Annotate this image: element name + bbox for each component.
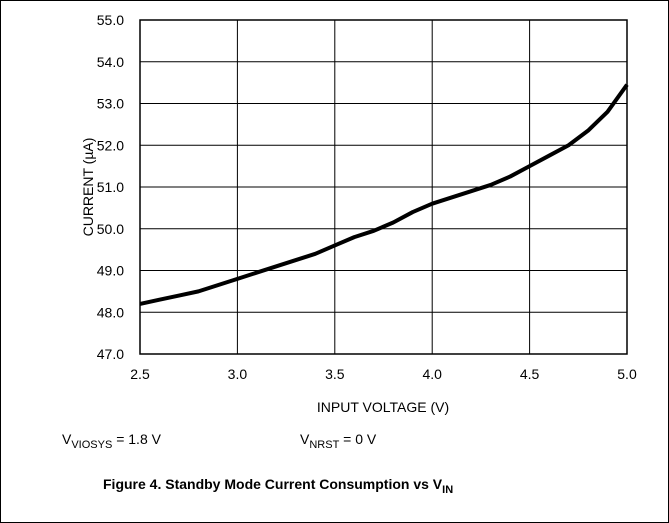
annotation: VNRST = 0 V (300, 431, 377, 451)
y-tick-label: 51.0 (97, 179, 124, 195)
plot-border (139, 19, 628, 355)
y-tick-label: 52.0 (97, 137, 124, 153)
title-main: Figure 4. Standby Mode Current Consumpti… (103, 476, 443, 492)
annotation-rest: = 0 V (339, 431, 377, 447)
x-tick-label: 4.5 (520, 366, 540, 382)
y-tick-label: 48.0 (97, 304, 124, 320)
chart-title: Figure 4. Standby Mode Current Consumpti… (103, 476, 453, 496)
y-tick-label: 49.0 (97, 263, 124, 279)
annotation-rest: = 1.8 V (112, 431, 161, 447)
x-tick-label: 3.0 (228, 366, 248, 382)
y-tick-label: 50.0 (97, 221, 124, 237)
line-series (139, 83, 629, 306)
annotation-main: V (62, 431, 72, 447)
annotation: VVIOSYS = 1.8 V (62, 431, 162, 451)
y-tick-label: 54.0 (97, 54, 124, 70)
y-tick-label: 55.0 (97, 12, 124, 28)
annotation-sub: NRST (309, 439, 339, 451)
x-axis-label: INPUT VOLTAGE (V) (317, 399, 449, 415)
x-tick-label: 2.5 (130, 366, 150, 382)
y-tick-label: 47.0 (97, 346, 124, 362)
annotation-main: V (300, 431, 310, 447)
x-tick-label: 3.5 (325, 366, 345, 382)
y-tick-label: 53.0 (97, 96, 124, 112)
x-tick-label: 4.0 (422, 366, 442, 382)
y-axis-label: CURRENT (µA) (80, 138, 96, 237)
annotation-sub: VIOSYS (71, 439, 112, 451)
title-sub: IN (442, 484, 453, 496)
x-tick-label: 5.0 (617, 366, 637, 382)
